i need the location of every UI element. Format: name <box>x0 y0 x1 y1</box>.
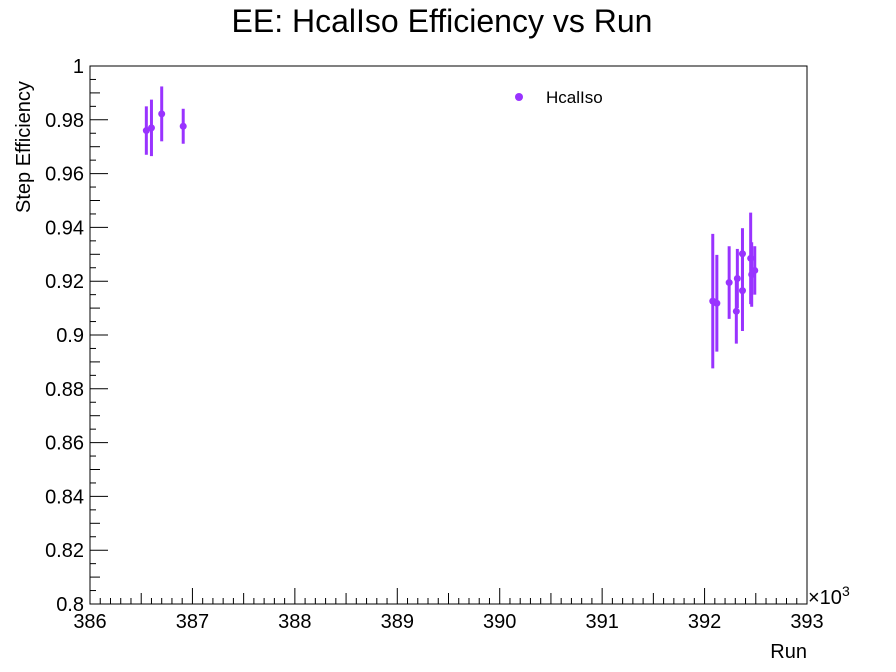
point-marker <box>732 307 740 315</box>
x-tick-label: 392 <box>688 611 721 633</box>
point-marker <box>179 122 187 130</box>
y-tick-label: 0.94 <box>45 217 84 239</box>
legend-marker <box>515 93 523 101</box>
y-axis-label: Step Efficiency <box>13 81 35 213</box>
x-axis-exponent: ×103 <box>808 583 850 609</box>
chart-title: EE: HcalIso Efficiency vs Run <box>232 3 653 39</box>
x-tick-label: 387 <box>176 611 209 633</box>
point-marker <box>158 110 166 118</box>
x-tick-label: 393 <box>790 611 823 633</box>
y-tick-label: 0.98 <box>45 110 84 132</box>
data-point <box>142 106 150 155</box>
y-tick-label: 0.88 <box>45 379 84 401</box>
x-tick-label: 386 <box>73 611 106 633</box>
data-points <box>142 86 759 369</box>
point-marker <box>751 266 759 274</box>
x-tick-label: 389 <box>381 611 414 633</box>
point-marker <box>147 124 155 132</box>
point-marker <box>738 250 746 258</box>
plot-frame <box>89 65 808 605</box>
data-point <box>158 86 166 142</box>
axes: 386 387 388 389 390 391 392 393 0.8 0.82 0.84 0.86 0… <box>45 56 824 633</box>
data-point <box>733 248 741 309</box>
legend: HcalIso <box>515 88 603 107</box>
point-marker <box>733 275 741 283</box>
point-marker <box>142 127 150 135</box>
point-marker <box>725 279 733 287</box>
y-tick-label: 0.8 <box>56 594 84 616</box>
data-point <box>725 246 733 319</box>
point-marker <box>738 287 746 295</box>
y-tick-label: 0.84 <box>45 486 84 508</box>
data-point <box>147 99 155 157</box>
x-exponent-power: 3 <box>842 583 850 599</box>
data-point <box>179 108 187 144</box>
x-axis-label: Run <box>770 641 807 663</box>
y-tick-label: 0.92 <box>45 271 84 293</box>
x-exponent-base: ×10 <box>808 587 842 609</box>
y-tick-label: 0.86 <box>45 433 84 455</box>
x-tick-label: 390 <box>483 611 516 633</box>
y-tick-label: 0.96 <box>45 164 84 186</box>
y-tick-label: 0.82 <box>45 540 84 562</box>
data-point <box>751 246 759 295</box>
x-tick-label: 391 <box>585 611 618 633</box>
data-point <box>713 254 721 352</box>
legend-label: HcalIso <box>546 88 603 107</box>
x-tick-label: 388 <box>278 611 311 633</box>
data-point <box>738 228 746 280</box>
y-tick-label: 1 <box>73 56 84 78</box>
y-tick-label: 0.9 <box>56 325 84 347</box>
point-marker <box>713 299 721 307</box>
